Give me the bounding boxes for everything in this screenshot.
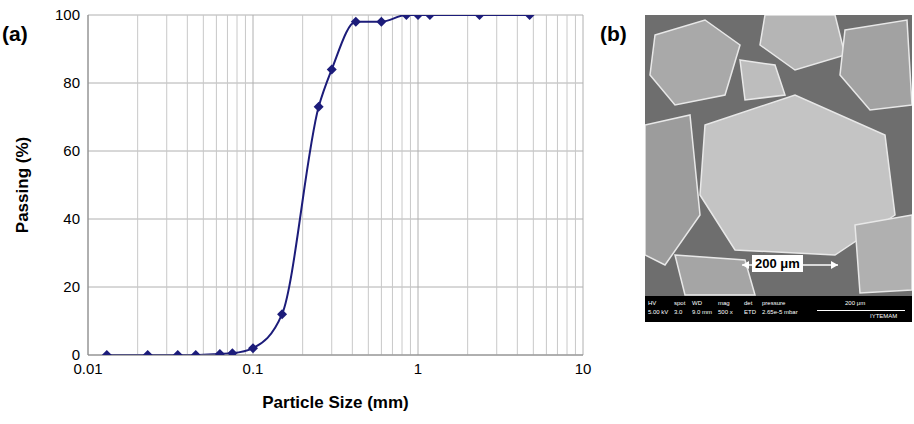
html-text:pressure: pressure: [762, 300, 786, 306]
html-text:500 x: 500 x: [718, 309, 733, 315]
svg-text:0: 0: [72, 346, 80, 363]
html-text:2.65e-5 mbar: 2.65e-5 mbar: [762, 309, 798, 315]
html-text:IYTEMAM: IYTEMAM: [870, 313, 898, 319]
svg-text:60: 60: [63, 142, 80, 159]
html-text:WD: WD: [692, 300, 702, 306]
svg-text:Passing (%): Passing (%): [13, 137, 32, 233]
html-text:(b): (b): [600, 22, 627, 45]
svg-text:Particle Size (mm): Particle Size (mm): [262, 393, 408, 412]
svg-text:0.01: 0.01: [73, 359, 103, 377]
html-text:(a): (a): [2, 22, 28, 45]
svg-text:100: 100: [55, 6, 80, 23]
svg-text:0.1: 0.1: [243, 360, 264, 377]
svg-text:20: 20: [63, 278, 80, 295]
html-text:HV: HV: [648, 300, 657, 306]
html-text:9.0 mm: 9.0 mm: [692, 309, 712, 315]
svg-text:10: 10: [575, 360, 592, 377]
html-text:ETD: ETD: [744, 309, 756, 315]
svg-text:80: 80: [63, 74, 80, 91]
html-text:3.0: 3.0: [674, 309, 683, 315]
html-text:mag: mag: [718, 300, 730, 306]
svg-text:1: 1: [414, 360, 422, 377]
html-text:spot: spot: [674, 300, 686, 306]
html-text:200 μm: 200 μm: [755, 256, 800, 271]
html-text:5.00 kV: 5.00 kV: [648, 309, 669, 315]
svg-text:40: 40: [63, 210, 80, 227]
html-text:200 μm: 200 μm: [845, 300, 866, 306]
html-text:det: det: [744, 300, 753, 306]
